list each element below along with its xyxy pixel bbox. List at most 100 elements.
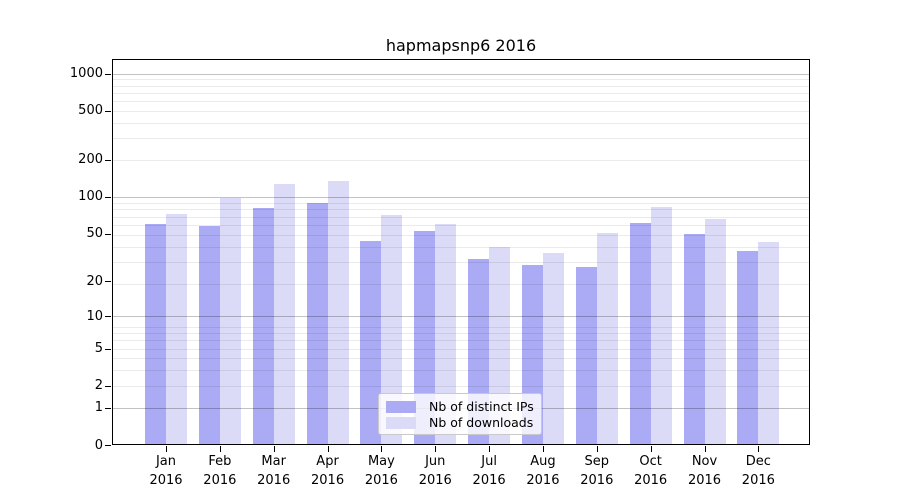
- y-tick-label: 200: [78, 152, 103, 168]
- x-tick: [166, 446, 167, 452]
- y-tick-label: 100: [78, 189, 103, 205]
- y-tick: [105, 73, 111, 75]
- gridline: [113, 283, 809, 285]
- bar-downloads-dec: [758, 241, 780, 444]
- legend-item-downloads: Nb of downloads: [386, 415, 535, 430]
- gridline: [113, 138, 809, 140]
- bar-ips-sep: [575, 266, 597, 444]
- bar-downloads-jun: [435, 223, 457, 444]
- bar-ips-oct: [629, 222, 651, 444]
- gridline: [113, 196, 809, 198]
- bar-ips-mar: [252, 207, 274, 444]
- plot-area: [112, 59, 810, 445]
- x-tick: [489, 446, 491, 452]
- gridline: [113, 385, 809, 387]
- distinct-ips-swatch-icon: [386, 400, 416, 413]
- bar-ips-feb: [198, 225, 220, 444]
- x-tick: [704, 446, 706, 452]
- gridline: [113, 246, 809, 248]
- legend-item-distinct-ips: Nb of distinct IPs: [386, 399, 535, 414]
- bar-ips-dec: [737, 251, 759, 444]
- y-tick-label: 5: [94, 341, 103, 357]
- gridline: [113, 79, 809, 81]
- bar-downloads-mar: [273, 183, 295, 444]
- bar-downloads-apr: [327, 181, 349, 444]
- gridline: [113, 262, 809, 264]
- gridline: [113, 122, 809, 124]
- y-tick-label: 50: [86, 226, 103, 242]
- gridline: [113, 160, 809, 162]
- x-tick-label-mar: Mar 2016: [257, 454, 291, 488]
- y-tick: [105, 233, 111, 235]
- x-tick-label-aug: Aug 2016: [526, 454, 560, 488]
- bar-downloads-feb: [219, 198, 241, 444]
- x-tick: [758, 446, 760, 452]
- y-tick: [105, 316, 111, 318]
- x-tick: [219, 446, 221, 452]
- gridline: [113, 73, 809, 75]
- gridline: [113, 370, 809, 372]
- gridline: [113, 333, 809, 335]
- y-tick: [105, 110, 111, 112]
- gridline: [113, 101, 809, 103]
- y-tick-label: 0: [94, 437, 103, 453]
- bar-ips-apr: [306, 202, 328, 444]
- legend-label: Nb of distinct IPs: [429, 399, 534, 414]
- gridline: [113, 85, 809, 87]
- y-tick-label: 500: [78, 103, 103, 119]
- x-tick-label-feb: Feb 2016: [203, 454, 237, 488]
- gridline: [113, 110, 809, 112]
- y-tick: [105, 385, 111, 387]
- gridline: [113, 92, 809, 94]
- x-tick-label-jun: Jun 2016: [418, 454, 452, 488]
- x-tick-label-jan: Jan 2016: [149, 454, 183, 488]
- bar-ips-may: [360, 240, 382, 444]
- gridline: [113, 209, 809, 211]
- y-tick: [105, 348, 111, 350]
- y-tick: [105, 196, 111, 198]
- bar-ips-nov: [683, 233, 705, 444]
- x-tick: [381, 446, 383, 452]
- x-tick-label-jul: Jul 2016: [472, 454, 506, 488]
- gridline: [113, 348, 809, 350]
- bar-downloads-jan: [166, 214, 187, 444]
- y-tick-label: 1: [94, 400, 103, 416]
- gridline: [113, 340, 809, 342]
- gridline: [113, 234, 809, 236]
- y-tick: [105, 407, 111, 409]
- bar-downloads-may: [381, 214, 403, 444]
- gridline: [113, 216, 809, 218]
- x-tick-label-dec: Dec 2016: [741, 454, 775, 488]
- y-tick-label: 20: [86, 273, 103, 289]
- y-tick-label: 10: [86, 308, 103, 324]
- y-tick: [105, 159, 111, 161]
- bar-ips-jun: [414, 230, 436, 444]
- x-tick: [596, 446, 598, 452]
- gridline: [113, 326, 809, 328]
- legend: Nb of distinct IPs Nb of downloads: [378, 393, 542, 435]
- y-tick-label: 2: [94, 378, 103, 394]
- gridline: [113, 203, 809, 205]
- x-tick-label-oct: Oct 2016: [634, 454, 668, 488]
- x-tick-label-sep: Sep 2016: [580, 454, 614, 488]
- x-tick: [435, 446, 437, 452]
- gridline: [113, 316, 809, 318]
- x-tick: [542, 446, 544, 452]
- x-tick-label-may: May 2016: [364, 454, 398, 488]
- x-tick: [650, 446, 652, 452]
- x-tick-label-nov: Nov 2016: [687, 454, 722, 488]
- bar-downloads-nov: [704, 218, 726, 444]
- y-tick: [105, 281, 111, 283]
- chart-title: hapmapsnp6 2016: [385, 36, 537, 55]
- gridline: [113, 358, 809, 360]
- y-tick: [105, 445, 111, 446]
- legend-label: Nb of downloads: [429, 415, 534, 430]
- downloads-swatch-icon: [386, 416, 416, 429]
- x-tick: [327, 446, 329, 452]
- bar-downloads-oct: [650, 207, 672, 444]
- bar-downloads-aug: [542, 252, 564, 444]
- x-tick: [273, 446, 275, 452]
- y-tick-label: 1000: [69, 66, 103, 82]
- bar-ips-jan: [145, 223, 166, 444]
